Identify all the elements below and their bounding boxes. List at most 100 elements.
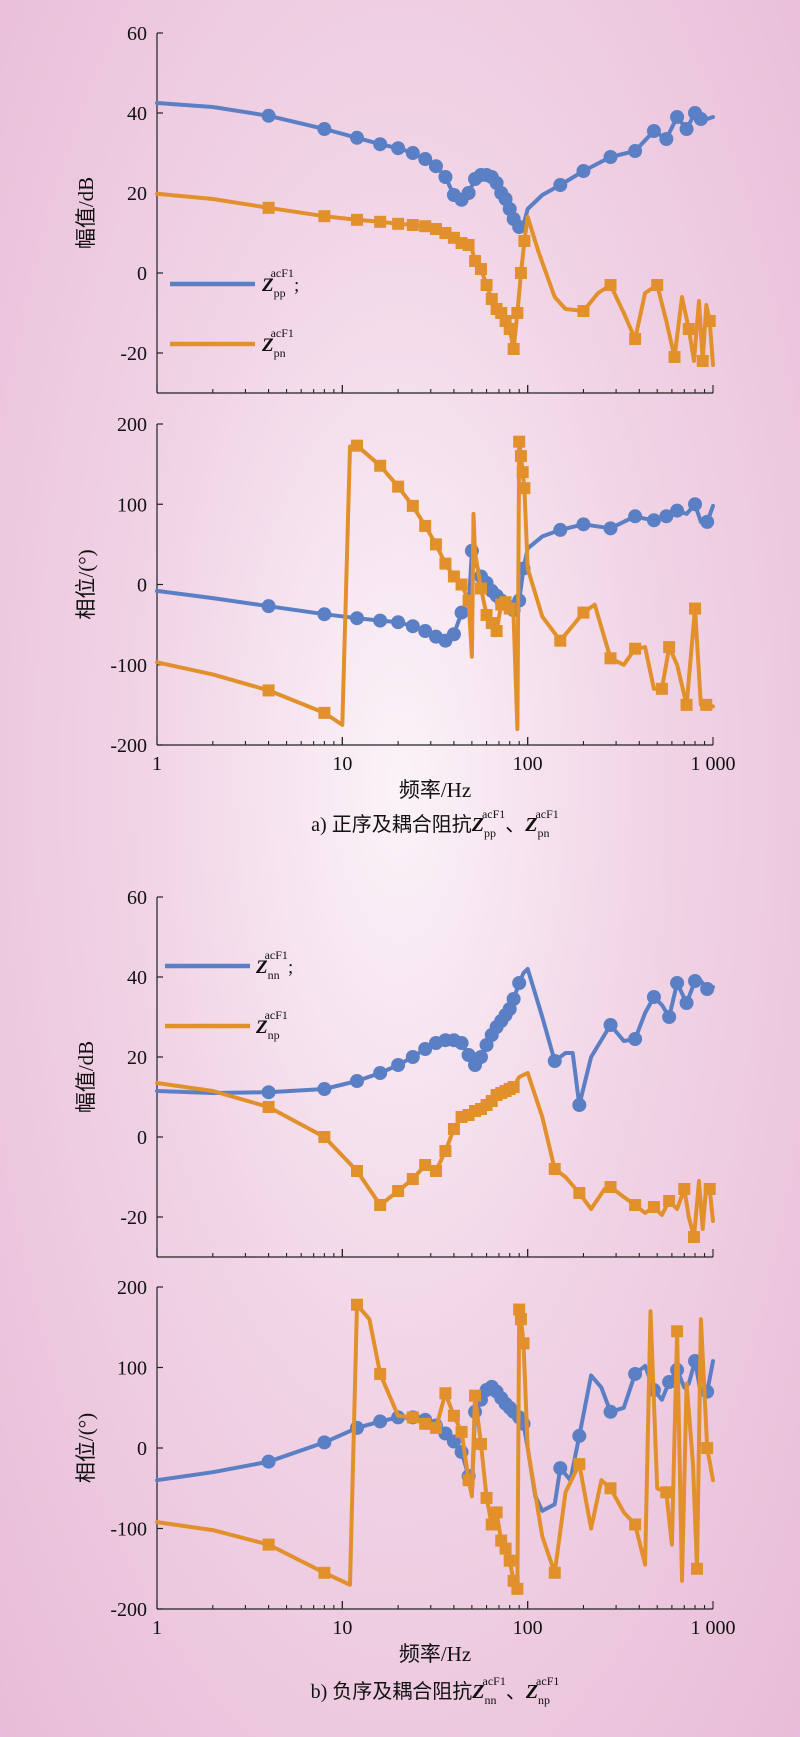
data-point — [603, 150, 618, 164]
data-point — [406, 1411, 419, 1424]
series-line — [155, 1071, 715, 1239]
captions: a) 正序及耦合阻抗ZppacF1、ZpnacF1 b) 负序及耦合阻抗Znnac… — [311, 807, 560, 1707]
data-point — [553, 522, 568, 537]
data-point — [547, 1054, 562, 1068]
data-point — [629, 333, 642, 345]
data-point — [473, 1050, 488, 1064]
data-point — [573, 1187, 586, 1199]
data-point — [512, 220, 527, 234]
data-point — [373, 1066, 388, 1080]
series-line — [155, 439, 715, 731]
data-point — [548, 1163, 561, 1175]
x-axis-label: 频率/Hz — [399, 1642, 471, 1666]
data-point — [350, 130, 365, 145]
data-point — [261, 1454, 276, 1469]
data-point — [503, 323, 516, 335]
data-point — [317, 1435, 332, 1450]
data-point — [374, 1199, 387, 1211]
data-point — [516, 466, 529, 479]
data-point — [703, 315, 716, 327]
data-point — [518, 235, 531, 247]
data-point — [455, 578, 468, 591]
data-point — [392, 480, 405, 493]
data-point — [679, 122, 694, 136]
x-tick-label: 1 000 — [691, 753, 736, 775]
data-point — [392, 217, 405, 230]
data-point — [469, 1389, 482, 1402]
y-tick-label: 100 — [117, 1358, 147, 1380]
data-point — [628, 1032, 643, 1046]
y-tick-label: -200 — [110, 1599, 147, 1621]
data-point — [651, 279, 664, 291]
series-Z_pn^acF1 — [155, 191, 716, 367]
data-point — [576, 517, 591, 532]
data-point — [391, 1058, 406, 1072]
data-point — [447, 1409, 460, 1422]
y-tick-label: -100 — [110, 1519, 147, 1541]
data-point — [663, 1195, 676, 1207]
data-point — [691, 1562, 704, 1575]
data-point — [577, 606, 590, 619]
data-point — [646, 513, 661, 528]
y-tick-label: 40 — [127, 967, 147, 989]
data-point — [513, 1303, 526, 1316]
data-point — [351, 213, 364, 226]
data-point — [662, 1010, 677, 1024]
data-point — [429, 538, 442, 551]
data-point — [689, 602, 702, 615]
data-point — [406, 219, 419, 231]
data-point — [671, 1325, 684, 1338]
x-tick-label: 1 — [152, 753, 162, 775]
data-point — [374, 215, 387, 228]
data-point — [573, 1458, 586, 1471]
data-point — [428, 159, 443, 174]
chart-panel-a-phase: 200 100 0 -100 -200 相位/(°) 1 10 100 1 000 频率/Hz — [74, 414, 736, 802]
data-point — [507, 343, 520, 355]
data-point — [373, 137, 388, 152]
data-point — [678, 1183, 691, 1195]
data-point — [700, 514, 715, 529]
data-point — [700, 982, 715, 996]
data-point — [603, 1404, 618, 1419]
data-point — [517, 1337, 530, 1350]
data-point — [701, 1442, 714, 1454]
series-Z_pp^acF1 — [155, 101, 715, 234]
data-point — [553, 178, 568, 192]
data-point — [405, 146, 420, 160]
data-point — [439, 1145, 452, 1157]
data-point — [317, 607, 332, 622]
x-tick-label: 1 — [152, 1617, 162, 1639]
series-Z_np^acF1 — [155, 1071, 716, 1243]
y-tick-label: -100 — [110, 655, 147, 677]
data-point — [499, 1542, 512, 1555]
data-point — [351, 1165, 364, 1177]
series-Z_np^acF1 — [155, 1298, 715, 1595]
data-point — [480, 279, 493, 291]
data-point — [553, 1461, 568, 1476]
data-point — [503, 602, 516, 615]
data-point — [688, 497, 703, 512]
data-point — [262, 684, 275, 697]
data-point — [629, 1518, 642, 1531]
data-point — [454, 605, 469, 620]
data-point — [507, 1081, 520, 1093]
data-point — [554, 634, 567, 647]
y-tick-label: 0 — [137, 1438, 147, 1460]
figure-caption-b: b) 负序及耦合阻抗ZnnacF1、ZnpacF1 — [311, 1674, 560, 1707]
data-point — [261, 599, 276, 614]
data-point — [392, 1185, 405, 1197]
data-point — [374, 1367, 387, 1380]
data-point — [490, 625, 503, 638]
x-tick-label: 10 — [332, 753, 352, 775]
data-point — [462, 1474, 475, 1487]
y-tick-label: 200 — [117, 414, 147, 436]
data-point — [659, 132, 674, 146]
data-point — [576, 164, 591, 178]
data-point — [261, 108, 276, 123]
data-point — [461, 1048, 476, 1062]
data-point — [317, 122, 332, 136]
data-point — [373, 1414, 388, 1429]
y-tick-label: -20 — [120, 1207, 147, 1229]
data-point — [418, 152, 433, 166]
